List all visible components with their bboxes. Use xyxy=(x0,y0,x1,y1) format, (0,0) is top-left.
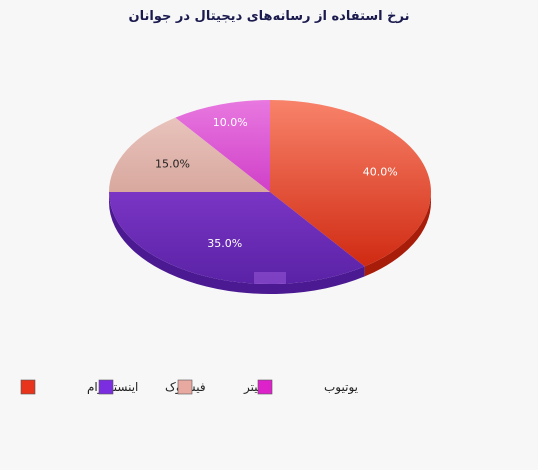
pie-slice-side-2 xyxy=(109,192,365,294)
pie-group: 40.0% 35.0% 15.0% 10.0% xyxy=(109,100,432,294)
legend: اینستاگرامفیسبوکتوییتریوتیوب xyxy=(20,379,358,395)
chart-title: نرخ استفاده از رسانه‌های دیجیتال در جوان… xyxy=(129,9,410,24)
pie-slice-2 xyxy=(109,192,365,284)
legend-swatch-1 xyxy=(20,379,36,395)
slice-label-3: 15.0% xyxy=(155,158,190,171)
slice-label-2: 35.0% xyxy=(207,237,242,250)
slice-label-1: 40.0% xyxy=(363,166,398,179)
pie-slice-4 xyxy=(175,100,270,192)
pie-slice-1 xyxy=(270,100,432,267)
pie-slice-3 xyxy=(109,117,270,192)
legend-swatch-3 xyxy=(177,379,193,395)
legend-label-4: یوتیوب xyxy=(324,380,358,395)
legend-swatch-4 xyxy=(257,379,273,395)
pie-side-highlight xyxy=(254,272,286,284)
legend-swatch-2 xyxy=(98,379,114,395)
pie-slice-side-1 xyxy=(364,192,431,277)
slice-label-4: 10.0% xyxy=(213,116,248,129)
